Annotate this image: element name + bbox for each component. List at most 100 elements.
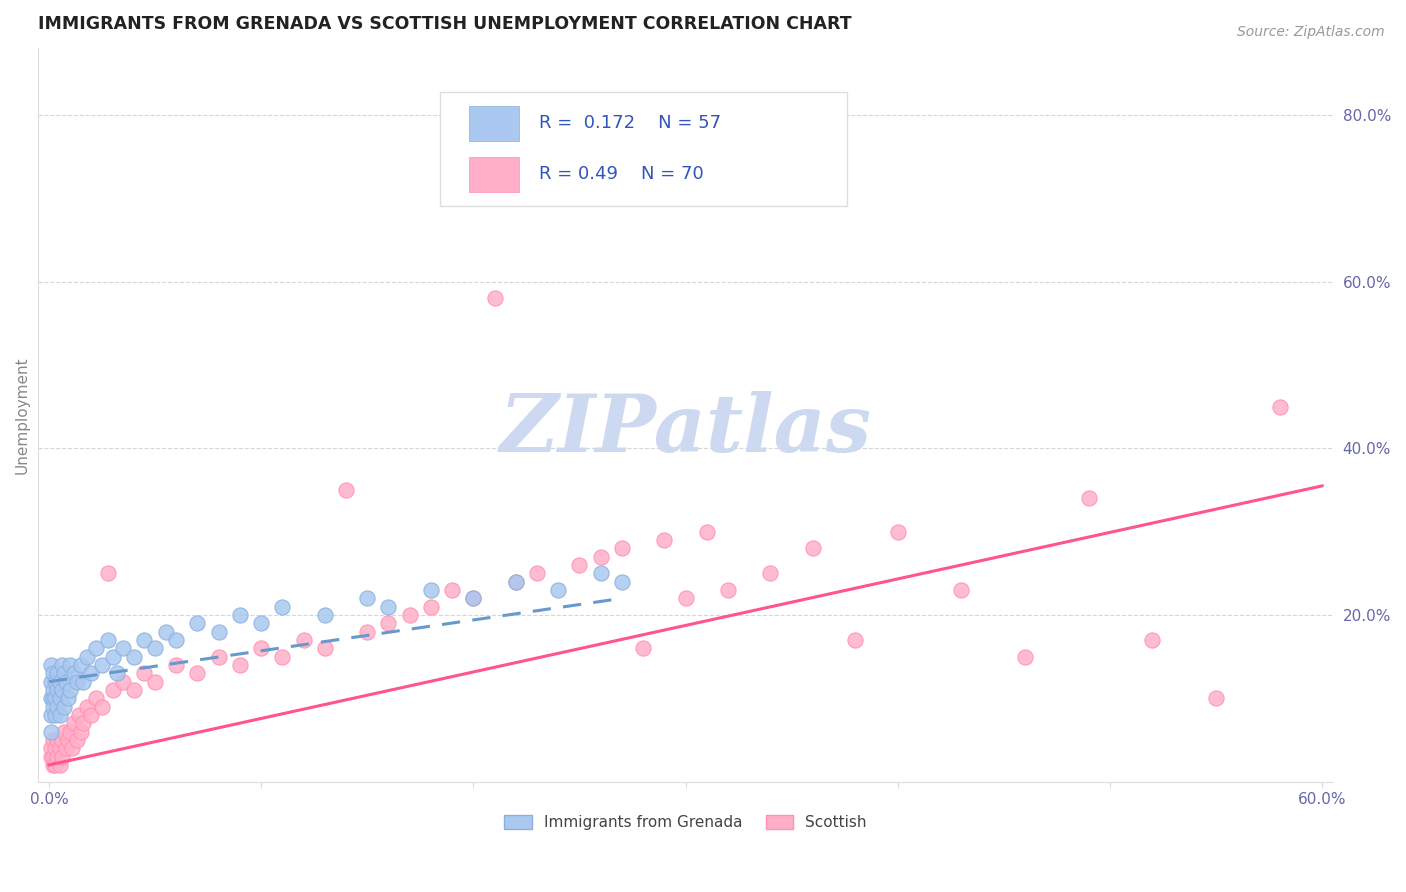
Point bbox=[48, 758, 70, 772]
Point bbox=[122, 683, 145, 698]
Point bbox=[112, 674, 135, 689]
Point bbox=[97, 566, 120, 581]
Point bbox=[717, 582, 740, 597]
FancyBboxPatch shape bbox=[470, 157, 519, 192]
Point bbox=[42, 666, 65, 681]
Point bbox=[52, 699, 75, 714]
Point bbox=[419, 599, 441, 614]
Point bbox=[69, 658, 91, 673]
Point bbox=[229, 658, 252, 673]
Point bbox=[155, 624, 177, 639]
Point bbox=[46, 666, 69, 681]
Point bbox=[134, 666, 156, 681]
Point bbox=[122, 649, 145, 664]
Point bbox=[67, 708, 90, 723]
Text: R = 0.49    N = 70: R = 0.49 N = 70 bbox=[540, 165, 704, 183]
Point bbox=[165, 633, 187, 648]
Point bbox=[65, 674, 87, 689]
Point bbox=[696, 524, 718, 539]
Point bbox=[335, 483, 357, 497]
Point bbox=[314, 641, 336, 656]
Point bbox=[39, 708, 62, 723]
Point bbox=[72, 716, 94, 731]
Point bbox=[51, 749, 73, 764]
Point bbox=[377, 616, 399, 631]
Point bbox=[950, 582, 973, 597]
Text: ZIPatlas: ZIPatlas bbox=[499, 391, 872, 468]
Point bbox=[568, 558, 591, 572]
Point bbox=[52, 724, 75, 739]
Y-axis label: Unemployment: Unemployment bbox=[15, 356, 30, 474]
Point bbox=[44, 691, 66, 706]
Point bbox=[654, 533, 676, 547]
Point bbox=[505, 574, 527, 589]
Point bbox=[46, 749, 69, 764]
Point bbox=[844, 633, 866, 648]
Point bbox=[377, 599, 399, 614]
Point bbox=[271, 599, 294, 614]
Point bbox=[69, 724, 91, 739]
Point bbox=[55, 674, 77, 689]
Point bbox=[63, 666, 86, 681]
Point bbox=[44, 758, 66, 772]
Point bbox=[59, 658, 82, 673]
Point bbox=[48, 708, 70, 723]
Text: R =  0.172    N = 57: R = 0.172 N = 57 bbox=[540, 114, 721, 132]
Text: Source: ZipAtlas.com: Source: ZipAtlas.com bbox=[1237, 25, 1385, 39]
Point bbox=[60, 741, 83, 756]
Point bbox=[51, 683, 73, 698]
Point bbox=[208, 624, 231, 639]
Point bbox=[39, 741, 62, 756]
Point bbox=[143, 641, 166, 656]
Point bbox=[589, 566, 612, 581]
Point bbox=[186, 616, 208, 631]
Point bbox=[97, 633, 120, 648]
Point bbox=[42, 691, 65, 706]
Point bbox=[46, 699, 69, 714]
Point bbox=[63, 716, 86, 731]
Point bbox=[463, 591, 485, 606]
Point bbox=[165, 658, 187, 673]
Point bbox=[143, 674, 166, 689]
Point bbox=[42, 749, 65, 764]
Point bbox=[44, 674, 66, 689]
Legend: Immigrants from Grenada, Scottish: Immigrants from Grenada, Scottish bbox=[498, 809, 873, 837]
Point bbox=[42, 733, 65, 747]
Point bbox=[39, 691, 62, 706]
Point bbox=[631, 641, 654, 656]
Point bbox=[48, 674, 70, 689]
Point bbox=[56, 733, 79, 747]
Point bbox=[51, 658, 73, 673]
Point bbox=[48, 691, 70, 706]
Point bbox=[84, 691, 107, 706]
Point bbox=[1142, 633, 1164, 648]
Point bbox=[441, 582, 464, 597]
Point bbox=[39, 724, 62, 739]
Point bbox=[46, 733, 69, 747]
Point bbox=[42, 758, 65, 772]
Point bbox=[55, 741, 77, 756]
Point bbox=[91, 658, 114, 673]
Point bbox=[229, 607, 252, 622]
Point bbox=[1014, 649, 1036, 664]
Point bbox=[526, 566, 548, 581]
Point bbox=[186, 666, 208, 681]
Point bbox=[208, 649, 231, 664]
Point bbox=[292, 633, 315, 648]
Point bbox=[76, 699, 98, 714]
Point bbox=[72, 674, 94, 689]
Point bbox=[51, 733, 73, 747]
Point bbox=[610, 541, 633, 556]
Point bbox=[105, 666, 128, 681]
Point bbox=[56, 691, 79, 706]
Point bbox=[80, 708, 103, 723]
Point bbox=[547, 582, 569, 597]
Point bbox=[65, 733, 87, 747]
Point bbox=[250, 641, 273, 656]
Point bbox=[463, 591, 485, 606]
Point bbox=[610, 574, 633, 589]
Point bbox=[84, 641, 107, 656]
Point bbox=[419, 582, 441, 597]
Point bbox=[44, 741, 66, 756]
Point bbox=[314, 607, 336, 622]
